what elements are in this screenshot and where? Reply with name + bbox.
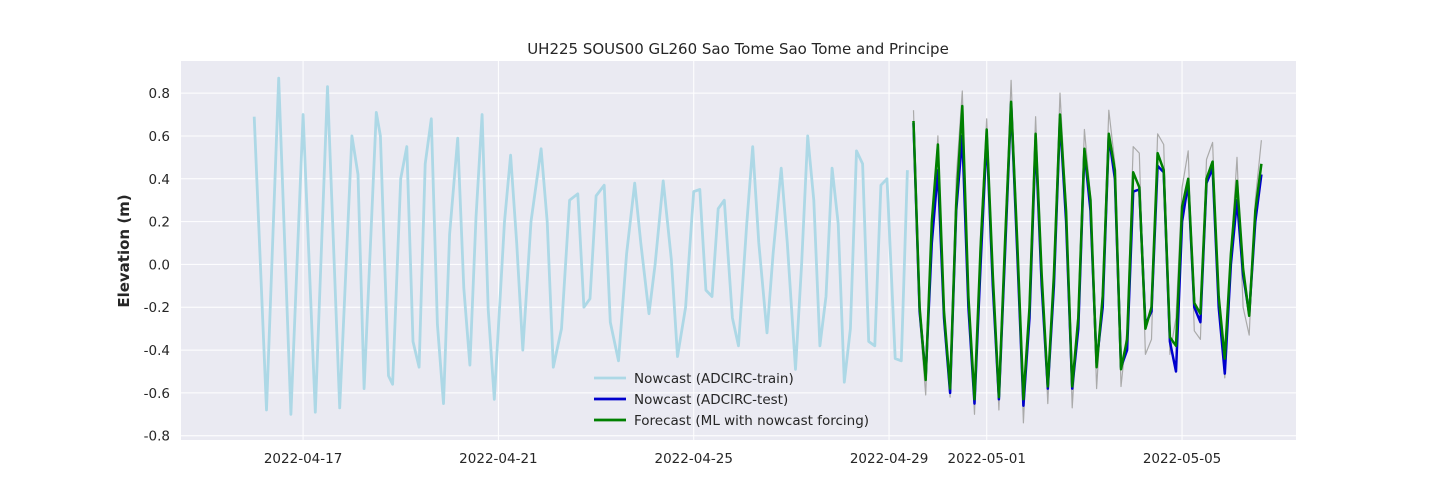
y-tick-label: 0.4: [149, 172, 170, 188]
legend-label-test: Nowcast (ADCIRC-test): [634, 392, 788, 408]
legend-label-forecast: Forecast (ML with nowcast forcing): [634, 413, 869, 429]
series-line-forecast: [912, 100, 1263, 401]
y-tick-label: -0.2: [144, 300, 170, 316]
x-tick-label: 2022-04-25: [655, 451, 733, 467]
y-tick-label: 0.2: [149, 215, 170, 231]
y-axis-ticks: -0.8 -0.6 -0.4 -0.2 0.0 0.2 0.4 0.6 0.8: [144, 86, 170, 445]
y-tick-label: -0.6: [144, 386, 170, 402]
y-tick-label: 0.0: [149, 257, 170, 273]
legend: Nowcast (ADCIRC-train) Nowcast (ADCIRC-t…: [594, 371, 869, 429]
y-tick-label: 0.6: [149, 129, 170, 145]
legend-label-train: Nowcast (ADCIRC-train): [634, 371, 794, 387]
y-tick-label: -0.8: [144, 429, 170, 445]
x-tick-label: 2022-04-21: [459, 451, 537, 467]
y-axis-label: Elevation (m): [115, 194, 133, 307]
x-tick-label: 2022-05-01: [947, 451, 1025, 467]
x-tick-label: 2022-04-17: [264, 451, 342, 467]
x-tick-label: 2022-05-05: [1143, 451, 1221, 467]
series-lines: [252, 76, 1263, 424]
x-axis-ticks: 2022-04-17 2022-04-21 2022-04-25 2022-04-29…: [264, 451, 1221, 467]
series-line-train: [252, 76, 909, 416]
x-tick-label: 2022-04-29: [850, 451, 928, 467]
y-tick-label: -0.4: [144, 343, 170, 359]
y-tick-label: 0.8: [149, 86, 170, 102]
chart-title: UH225 SOUS00 GL260 Sao Tome Sao Tome and…: [527, 40, 949, 58]
